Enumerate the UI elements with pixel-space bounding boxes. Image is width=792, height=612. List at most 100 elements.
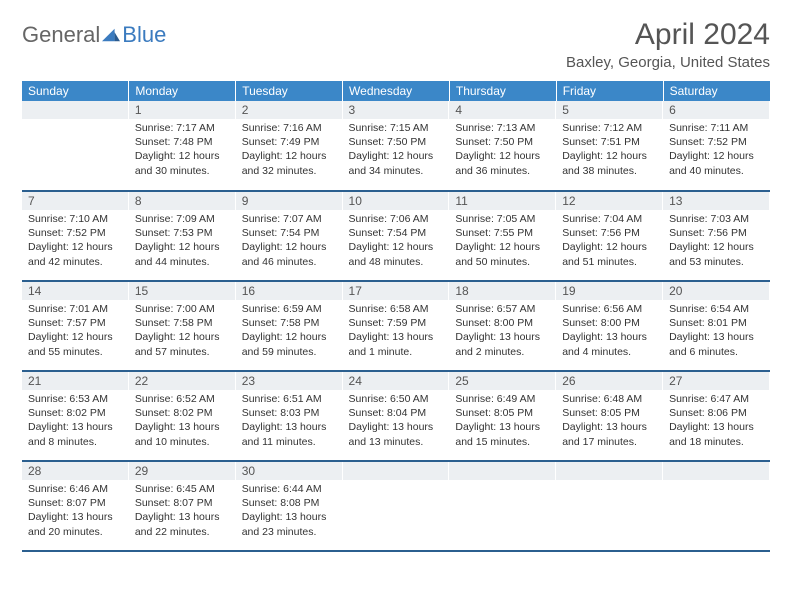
calendar-cell: 1Sunrise: 7:17 AMSunset: 7:48 PMDaylight… — [129, 101, 236, 191]
logo-text-blue: Blue — [122, 22, 166, 48]
day-number: 4 — [449, 101, 556, 119]
calendar-table: SundayMondayTuesdayWednesdayThursdayFrid… — [22, 81, 770, 552]
day-details: Sunrise: 6:46 AMSunset: 8:07 PMDaylight:… — [22, 480, 129, 543]
calendar-cell-empty — [663, 461, 770, 551]
day-details: Sunrise: 6:56 AMSunset: 8:00 PMDaylight:… — [556, 300, 663, 363]
weekday-header: Sunday — [22, 81, 129, 101]
calendar-cell: 11Sunrise: 7:05 AMSunset: 7:55 PMDayligh… — [449, 191, 556, 281]
calendar-cell: 14Sunrise: 7:01 AMSunset: 7:57 PMDayligh… — [22, 281, 129, 371]
calendar-row: 28Sunrise: 6:46 AMSunset: 8:07 PMDayligh… — [22, 461, 770, 551]
day-details: Sunrise: 6:50 AMSunset: 8:04 PMDaylight:… — [343, 390, 450, 453]
day-number: 2 — [236, 101, 343, 119]
location-text: Baxley, Georgia, United States — [566, 54, 770, 71]
weekday-header: Wednesday — [343, 81, 450, 101]
calendar-cell: 7Sunrise: 7:10 AMSunset: 7:52 PMDaylight… — [22, 191, 129, 281]
calendar-row: 7Sunrise: 7:10 AMSunset: 7:52 PMDaylight… — [22, 191, 770, 281]
empty-day-number — [556, 462, 663, 480]
logo-triangle-icon — [102, 28, 120, 42]
calendar-cell: 8Sunrise: 7:09 AMSunset: 7:53 PMDaylight… — [129, 191, 236, 281]
day-number: 13 — [663, 192, 770, 210]
day-number: 12 — [556, 192, 663, 210]
calendar-cell: 30Sunrise: 6:44 AMSunset: 8:08 PMDayligh… — [236, 461, 343, 551]
day-number: 8 — [129, 192, 236, 210]
calendar-row: 1Sunrise: 7:17 AMSunset: 7:48 PMDaylight… — [22, 101, 770, 191]
calendar-cell: 5Sunrise: 7:12 AMSunset: 7:51 PMDaylight… — [556, 101, 663, 191]
calendar-cell: 12Sunrise: 7:04 AMSunset: 7:56 PMDayligh… — [556, 191, 663, 281]
day-details: Sunrise: 7:16 AMSunset: 7:49 PMDaylight:… — [236, 119, 343, 182]
day-number: 29 — [129, 462, 236, 480]
weekday-header: Monday — [129, 81, 236, 101]
day-details: Sunrise: 7:15 AMSunset: 7:50 PMDaylight:… — [343, 119, 450, 182]
day-details: Sunrise: 6:49 AMSunset: 8:05 PMDaylight:… — [449, 390, 556, 453]
day-number: 9 — [236, 192, 343, 210]
day-number: 15 — [129, 282, 236, 300]
calendar-cell-empty — [449, 461, 556, 551]
calendar-cell: 6Sunrise: 7:11 AMSunset: 7:52 PMDaylight… — [663, 101, 770, 191]
day-details: Sunrise: 7:11 AMSunset: 7:52 PMDaylight:… — [663, 119, 770, 182]
calendar-cell: 4Sunrise: 7:13 AMSunset: 7:50 PMDaylight… — [449, 101, 556, 191]
day-details: Sunrise: 6:45 AMSunset: 8:07 PMDaylight:… — [129, 480, 236, 543]
calendar-cell: 16Sunrise: 6:59 AMSunset: 7:58 PMDayligh… — [236, 281, 343, 371]
calendar-cell: 27Sunrise: 6:47 AMSunset: 8:06 PMDayligh… — [663, 371, 770, 461]
calendar-cell: 21Sunrise: 6:53 AMSunset: 8:02 PMDayligh… — [22, 371, 129, 461]
calendar-cell: 29Sunrise: 6:45 AMSunset: 8:07 PMDayligh… — [129, 461, 236, 551]
empty-day-number — [663, 462, 770, 480]
day-number: 17 — [343, 282, 450, 300]
weekday-header: Thursday — [449, 81, 556, 101]
day-details: Sunrise: 6:47 AMSunset: 8:06 PMDaylight:… — [663, 390, 770, 453]
day-details: Sunrise: 6:58 AMSunset: 7:59 PMDaylight:… — [343, 300, 450, 363]
day-number: 6 — [663, 101, 770, 119]
day-details: Sunrise: 6:53 AMSunset: 8:02 PMDaylight:… — [22, 390, 129, 453]
day-details: Sunrise: 7:05 AMSunset: 7:55 PMDaylight:… — [449, 210, 556, 273]
calendar-cell: 15Sunrise: 7:00 AMSunset: 7:58 PMDayligh… — [129, 281, 236, 371]
day-number: 19 — [556, 282, 663, 300]
calendar-cell-empty — [22, 101, 129, 191]
logo-text-general: General — [22, 22, 100, 48]
day-number: 23 — [236, 372, 343, 390]
calendar-cell: 13Sunrise: 7:03 AMSunset: 7:56 PMDayligh… — [663, 191, 770, 281]
day-details: Sunrise: 6:54 AMSunset: 8:01 PMDaylight:… — [663, 300, 770, 363]
day-details: Sunrise: 7:04 AMSunset: 7:56 PMDaylight:… — [556, 210, 663, 273]
day-details: Sunrise: 7:07 AMSunset: 7:54 PMDaylight:… — [236, 210, 343, 273]
calendar-row: 14Sunrise: 7:01 AMSunset: 7:57 PMDayligh… — [22, 281, 770, 371]
logo: General Blue — [22, 22, 166, 48]
calendar-cell: 9Sunrise: 7:07 AMSunset: 7:54 PMDaylight… — [236, 191, 343, 281]
day-details: Sunrise: 6:44 AMSunset: 8:08 PMDaylight:… — [236, 480, 343, 543]
calendar-cell: 24Sunrise: 6:50 AMSunset: 8:04 PMDayligh… — [343, 371, 450, 461]
day-number: 24 — [343, 372, 450, 390]
day-number: 11 — [449, 192, 556, 210]
weekday-header: Tuesday — [236, 81, 343, 101]
month-title: April 2024 — [566, 18, 770, 52]
day-details: Sunrise: 7:06 AMSunset: 7:54 PMDaylight:… — [343, 210, 450, 273]
calendar-cell: 23Sunrise: 6:51 AMSunset: 8:03 PMDayligh… — [236, 371, 343, 461]
day-number: 14 — [22, 282, 129, 300]
calendar-cell: 28Sunrise: 6:46 AMSunset: 8:07 PMDayligh… — [22, 461, 129, 551]
calendar-cell: 10Sunrise: 7:06 AMSunset: 7:54 PMDayligh… — [343, 191, 450, 281]
day-details: Sunrise: 7:12 AMSunset: 7:51 PMDaylight:… — [556, 119, 663, 182]
day-details: Sunrise: 6:52 AMSunset: 8:02 PMDaylight:… — [129, 390, 236, 453]
day-details: Sunrise: 7:13 AMSunset: 7:50 PMDaylight:… — [449, 119, 556, 182]
day-details: Sunrise: 7:00 AMSunset: 7:58 PMDaylight:… — [129, 300, 236, 363]
weekday-header: Saturday — [663, 81, 770, 101]
calendar-cell: 22Sunrise: 6:52 AMSunset: 8:02 PMDayligh… — [129, 371, 236, 461]
calendar-row: 21Sunrise: 6:53 AMSunset: 8:02 PMDayligh… — [22, 371, 770, 461]
day-details: Sunrise: 7:10 AMSunset: 7:52 PMDaylight:… — [22, 210, 129, 273]
day-number: 10 — [343, 192, 450, 210]
day-number: 30 — [236, 462, 343, 480]
day-details: Sunrise: 6:51 AMSunset: 8:03 PMDaylight:… — [236, 390, 343, 453]
day-details: Sunrise: 6:57 AMSunset: 8:00 PMDaylight:… — [449, 300, 556, 363]
day-number: 18 — [449, 282, 556, 300]
calendar-cell: 20Sunrise: 6:54 AMSunset: 8:01 PMDayligh… — [663, 281, 770, 371]
day-number: 20 — [663, 282, 770, 300]
day-number: 3 — [343, 101, 450, 119]
day-details: Sunrise: 7:01 AMSunset: 7:57 PMDaylight:… — [22, 300, 129, 363]
weekday-header: Friday — [556, 81, 663, 101]
day-number: 28 — [22, 462, 129, 480]
calendar-cell: 19Sunrise: 6:56 AMSunset: 8:00 PMDayligh… — [556, 281, 663, 371]
empty-day-number — [343, 462, 450, 480]
day-number: 25 — [449, 372, 556, 390]
calendar-cell-empty — [343, 461, 450, 551]
calendar-cell: 18Sunrise: 6:57 AMSunset: 8:00 PMDayligh… — [449, 281, 556, 371]
calendar-cell: 26Sunrise: 6:48 AMSunset: 8:05 PMDayligh… — [556, 371, 663, 461]
calendar-cell: 3Sunrise: 7:15 AMSunset: 7:50 PMDaylight… — [343, 101, 450, 191]
